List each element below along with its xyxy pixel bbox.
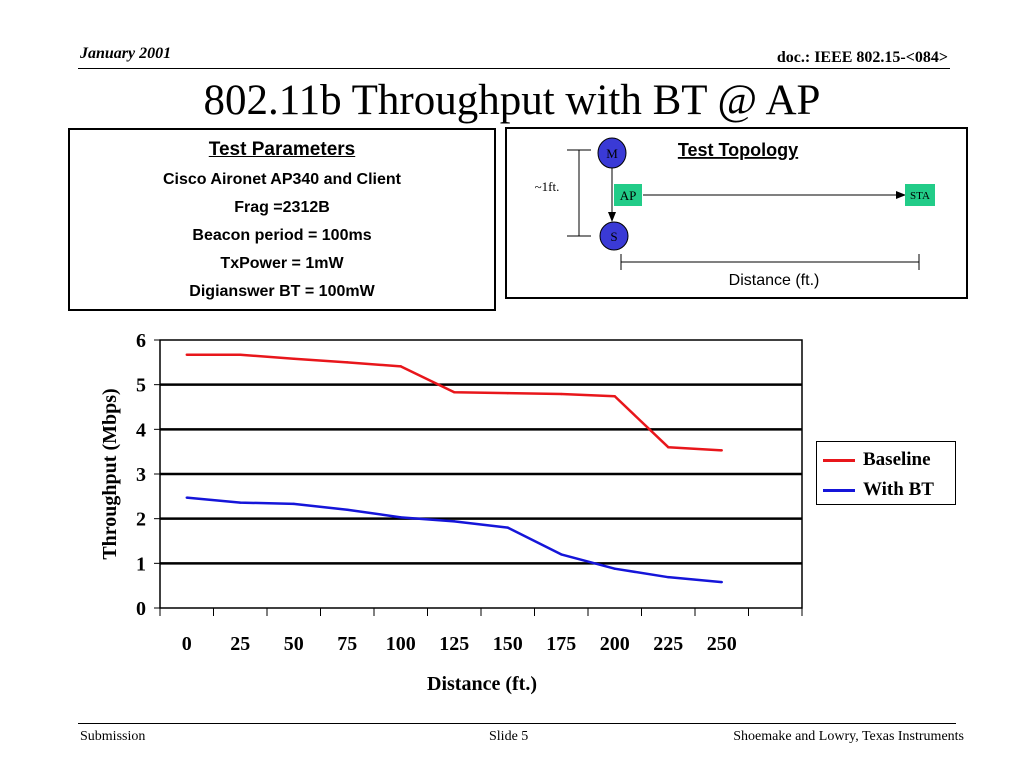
test-parameters-heading: Test Parameters [208, 139, 356, 160]
bt-slave-label: S [610, 229, 617, 244]
data-point [185, 496, 188, 499]
x-tick-label: 125 [439, 633, 469, 655]
data-point [720, 449, 723, 452]
access-point-label: AP [620, 188, 637, 203]
y-tick-label: 3 [136, 464, 146, 486]
x-tick-label: 225 [653, 633, 683, 655]
footer-submission: Submission [80, 729, 146, 744]
data-point [185, 353, 188, 356]
x-tick-label: 250 [707, 633, 737, 655]
y-axis: 0 1 2 3 4 5 6 [136, 330, 160, 620]
data-point [399, 516, 402, 519]
x-axis: 0 25 50 75 100 125 150 175 200 225 250 [159, 608, 803, 655]
station-node [905, 184, 935, 206]
legend-item-with-bt: With BT [823, 479, 934, 500]
y-tick-label: 0 [136, 598, 146, 620]
bt-master-label: M [606, 146, 618, 161]
data-point [613, 395, 616, 398]
data-point [667, 575, 670, 579]
data-point [667, 446, 670, 449]
data-point [720, 580, 723, 584]
x-tick-label: 0 [182, 633, 192, 655]
x-tick-label: 25 [230, 633, 250, 655]
header-doc-id: doc.: IEEE 802.15-<084> [776, 49, 948, 66]
parameter-line: TxPower = 1mW [220, 255, 344, 272]
y-tick-label: 5 [136, 375, 146, 397]
access-point-node [614, 184, 642, 206]
separation-label: ~1ft. [535, 179, 560, 194]
data-point [506, 526, 509, 529]
footer-divider [78, 723, 956, 724]
data-point [292, 357, 295, 360]
data-point [453, 391, 456, 394]
data-point [239, 353, 242, 356]
legend-swatch-with-bt [823, 488, 855, 492]
data-point [613, 567, 616, 570]
x-axis-label: Distance (ft.) [427, 673, 537, 695]
y-tick-label: 1 [136, 553, 146, 575]
parameter-line: Beacon period = 100ms [192, 227, 372, 244]
header-date: January 2001 [80, 45, 172, 62]
data-point [239, 501, 242, 504]
legend-item-baseline: Baseline [823, 449, 931, 470]
test-parameters-box: Test Parameters Cisco Aironet AP340 and … [68, 128, 496, 311]
x-tick-label: 200 [600, 633, 630, 655]
x-tick-label: 175 [546, 633, 576, 655]
chart-series [185, 353, 723, 584]
data-point [506, 391, 509, 395]
y-tick-label: 6 [136, 330, 146, 352]
data-point [292, 502, 295, 506]
legend-label: Baseline [863, 449, 931, 470]
slide-title: 802.11b Throughput with BT @ AP [203, 77, 821, 124]
legend-swatch-baseline [823, 458, 855, 462]
distance-label: Distance (ft.) [729, 272, 820, 289]
footer-authors: Shoemake and Lowry, Texas Instruments [733, 729, 964, 744]
x-tick-label: 150 [493, 633, 523, 655]
data-point [346, 508, 349, 511]
y-tick-label: 2 [136, 509, 146, 531]
x-tick-label: 50 [284, 633, 304, 655]
data-point [560, 392, 563, 396]
footer-slide-number: Slide 5 [489, 729, 529, 744]
x-tick-label: 75 [337, 633, 357, 655]
series-line-with-bt [186, 496, 722, 584]
data-point [453, 520, 456, 523]
chart-legend: Baseline With BT [816, 441, 956, 505]
station-label: STA [910, 190, 930, 202]
topology-diagram: Test Topology ~1ft. M AP STA S Distance … [535, 137, 935, 289]
header-divider [78, 68, 950, 69]
test-topology-heading: Test Topology [678, 140, 798, 160]
parameter-line: Cisco Aironet AP340 and Client [163, 171, 401, 188]
data-point [560, 553, 563, 556]
legend-label: With BT [863, 479, 934, 500]
x-tick-label: 100 [386, 633, 416, 655]
y-tick-label: 4 [136, 419, 146, 441]
data-point [399, 365, 402, 368]
parameter-line: Digianswer BT = 100mW [189, 283, 375, 300]
chart-gridlines [160, 383, 802, 565]
parameter-line: Frag =2312B [234, 199, 330, 216]
data-point [346, 361, 349, 364]
bt-slave-node [599, 221, 629, 251]
y-axis-label: Throughput (Mbps) [99, 388, 121, 559]
series-line-baseline [186, 353, 722, 452]
test-topology-box: Test Topology ~1ft. M AP STA S Distance … [505, 127, 968, 299]
